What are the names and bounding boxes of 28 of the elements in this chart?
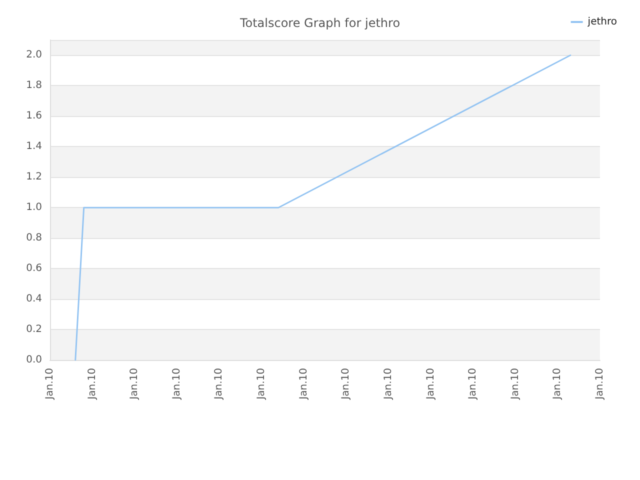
y-tick-label: 0.8 bbox=[26, 232, 42, 244]
x-tick-label: Jan.10 bbox=[214, 368, 225, 400]
y-tick-label: 1.4 bbox=[26, 141, 42, 152]
x-tick-label: Jan.10 bbox=[340, 368, 352, 400]
y-tick-label: 0.2 bbox=[26, 324, 42, 336]
legend-label: jethro bbox=[586, 16, 618, 28]
y-tick-label: 1.8 bbox=[26, 80, 42, 92]
y-tick-label: 1.2 bbox=[26, 172, 42, 183]
y-tick-label: 1.6 bbox=[26, 110, 42, 122]
x-tick-label: Jan.10 bbox=[552, 368, 564, 400]
x-tick-label: Jan.10 bbox=[171, 368, 182, 400]
x-tick-label: Jan.10 bbox=[86, 368, 98, 400]
y-tick-label: 0.4 bbox=[26, 294, 42, 305]
x-tick-label: Jan.10 bbox=[594, 368, 606, 400]
chart-title: Totalscore Graph for jethro bbox=[238, 16, 400, 30]
y-tick-label: 2.0 bbox=[26, 50, 42, 61]
x-tick-label: Jan.10 bbox=[425, 368, 436, 400]
x-tick-label: Jan.10 bbox=[510, 368, 521, 400]
line-series bbox=[74, 54, 572, 361]
x-tick-label: Jan.10 bbox=[256, 368, 268, 400]
x-tick-label: Jan.10 bbox=[44, 368, 56, 400]
y-tick-label: 0.6 bbox=[26, 263, 42, 274]
y-tick-label: 0.0 bbox=[26, 354, 42, 366]
x-tick-label: Jan.10 bbox=[468, 368, 479, 400]
x-tick-label: Jan.10 bbox=[129, 368, 140, 400]
x-tick-label: Jan.10 bbox=[382, 368, 394, 400]
y-tick-label: 1.0 bbox=[26, 202, 42, 214]
x-tick-label: Jan.10 bbox=[298, 368, 310, 400]
